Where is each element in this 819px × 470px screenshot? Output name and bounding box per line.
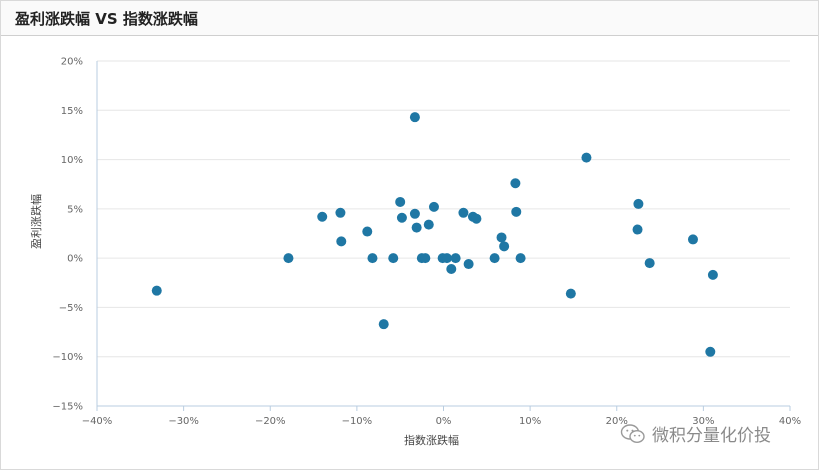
y-tick-label: −15% [52, 402, 83, 413]
data-point [565, 288, 576, 299]
data-point [388, 253, 399, 264]
x-axis-label: 指数涨跌幅 [404, 433, 459, 447]
y-axis-ticks: −15% −10% −5% 0% 5% 10% 15% 20% [52, 57, 83, 413]
data-point [496, 232, 507, 243]
wechat-icon [620, 423, 645, 443]
data-point [395, 196, 406, 207]
data-point [446, 263, 457, 274]
x-tick-label: −40% [82, 416, 113, 427]
x-axis-ticks: −40% −30% −20% −10% 0% 10% 20% 30% 40% [82, 406, 801, 427]
data-point [633, 198, 644, 209]
data-point [458, 207, 469, 218]
x-tick-label: 0% [436, 416, 452, 427]
data-point [420, 253, 431, 264]
data-point [632, 224, 643, 235]
data-point [367, 253, 378, 264]
watermark: 微积分量化价投 [620, 421, 771, 446]
data-point [411, 222, 422, 233]
y-tick-label: 0% [67, 254, 83, 265]
y-axis-label: 盈利涨跌幅 [29, 194, 43, 249]
x-tick-label: 10% [519, 416, 541, 427]
data-point [409, 112, 420, 123]
y-tick-label: −5% [59, 303, 83, 314]
data-point [283, 253, 294, 264]
x-tick-label: −10% [342, 416, 373, 427]
x-tick-label: 20% [606, 416, 628, 427]
y-tick-label: 10% [61, 155, 83, 166]
data-points [151, 112, 718, 357]
data-point [511, 206, 522, 217]
data-point [705, 346, 716, 357]
data-point [489, 253, 500, 264]
x-tick-label: −30% [168, 416, 199, 427]
y-tick-label: 5% [67, 204, 83, 215]
data-point [510, 178, 521, 189]
data-point [687, 234, 698, 245]
panel-header: 盈利涨跌幅 VS 指数涨跌幅 [1, 1, 818, 36]
y-tick-label: 20% [61, 57, 83, 68]
y-tick-label: −10% [52, 352, 83, 363]
x-tick-label: 30% [692, 416, 714, 427]
y-tick-label: 15% [61, 106, 83, 117]
data-point [396, 212, 407, 223]
data-point [707, 269, 718, 280]
data-point [335, 207, 346, 218]
watermark-text: 微积分量化价投 [652, 426, 771, 446]
data-point [362, 226, 373, 237]
data-point [515, 253, 526, 264]
grid-lines [97, 60, 790, 358]
data-point [644, 258, 655, 269]
chart-title: 盈利涨跌幅 VS 指数涨跌幅 [15, 10, 198, 28]
data-point [428, 201, 439, 212]
data-point [317, 211, 328, 222]
data-point [441, 253, 452, 264]
data-point [450, 253, 461, 264]
data-point [499, 241, 510, 252]
data-point [471, 213, 482, 224]
x-tick-label: −20% [255, 416, 286, 427]
data-point [463, 259, 474, 270]
data-point [378, 319, 389, 330]
x-tick-label: 40% [779, 416, 801, 427]
data-point [409, 208, 420, 219]
data-point [151, 285, 162, 296]
data-point [423, 219, 434, 230]
data-point [581, 152, 592, 163]
axes [96, 61, 790, 407]
data-point [336, 236, 347, 247]
